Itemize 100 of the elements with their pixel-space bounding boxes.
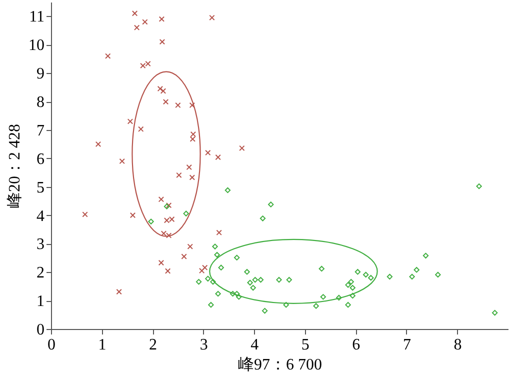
point [189,102,196,108]
y-tick-label: 4 [36,208,44,225]
point [215,290,221,297]
point [176,172,182,178]
point [230,290,236,297]
point [218,264,224,270]
x-tick-label: 4 [250,336,259,354]
y-tick-label: 6 [36,150,44,168]
point [234,254,240,260]
x-tick-label: 1 [98,336,106,354]
point [234,290,240,297]
point [210,278,216,285]
y-tick-label: 7 [36,122,44,140]
point [214,252,220,258]
point [492,310,498,316]
y-tick-label: 8 [36,94,44,112]
point [212,244,218,250]
point [105,53,111,59]
point [354,269,361,275]
point [386,274,393,280]
point [476,183,482,190]
point [187,244,193,250]
point [348,278,354,285]
point [345,302,351,308]
point [320,294,326,300]
x-tick-label: 5 [301,336,310,354]
point [215,154,221,160]
point [95,141,102,148]
x-tick-label: 7 [402,336,411,354]
y-tick-label: 11 [29,8,44,26]
point [258,276,264,283]
x-tick-label: 2 [149,336,158,354]
y-tick-label: 2 [36,264,44,282]
point [158,196,164,202]
point [116,288,122,295]
point [190,136,196,142]
point [268,202,274,208]
y-tick-label: 9 [36,66,44,83]
point [414,267,420,273]
point [283,302,289,308]
point [183,210,189,216]
point [164,268,171,274]
point [350,284,356,291]
point [260,216,266,222]
point [157,86,164,92]
point [350,292,356,299]
point [82,212,88,218]
x-axis-title: 峰97：6 700 [238,356,322,374]
point [198,268,205,274]
point [190,131,196,138]
point [244,269,250,275]
point [196,278,202,285]
point [362,272,369,278]
point [162,98,169,105]
point [134,24,140,30]
point [181,254,187,260]
point [158,260,164,266]
y-tick-label: 10 [28,37,44,54]
point [208,302,214,308]
point [435,272,441,278]
point [368,274,374,281]
y-tick-label: 1 [36,293,44,310]
point [119,158,125,164]
point [250,284,256,291]
point [276,276,282,283]
point [142,19,148,25]
point [189,174,196,180]
point [422,252,429,258]
x-tick-label: 0 [48,336,56,354]
point [148,218,154,224]
point [318,266,324,272]
x-tick-label: 6 [352,336,360,354]
point [160,88,166,94]
point [205,150,211,156]
y-tick-label: 0 [36,322,44,338]
point [127,118,134,124]
point [409,274,415,280]
point [130,212,136,218]
point [313,303,319,309]
x-tick-label: 8 [454,336,462,354]
point [345,282,351,288]
point [209,14,215,20]
y-tick-label: 5 [36,179,44,196]
point [205,276,211,282]
point [247,280,253,286]
point [224,187,231,194]
point [236,294,242,300]
point [186,164,192,170]
point [286,276,292,283]
point [158,16,165,22]
x-tick-label: 3 [200,336,208,354]
point [138,126,144,132]
point [262,308,268,314]
point [132,10,138,16]
point [159,38,166,45]
point [239,145,245,151]
point [202,264,208,270]
point [336,294,342,301]
point [216,230,222,236]
point [175,102,181,108]
